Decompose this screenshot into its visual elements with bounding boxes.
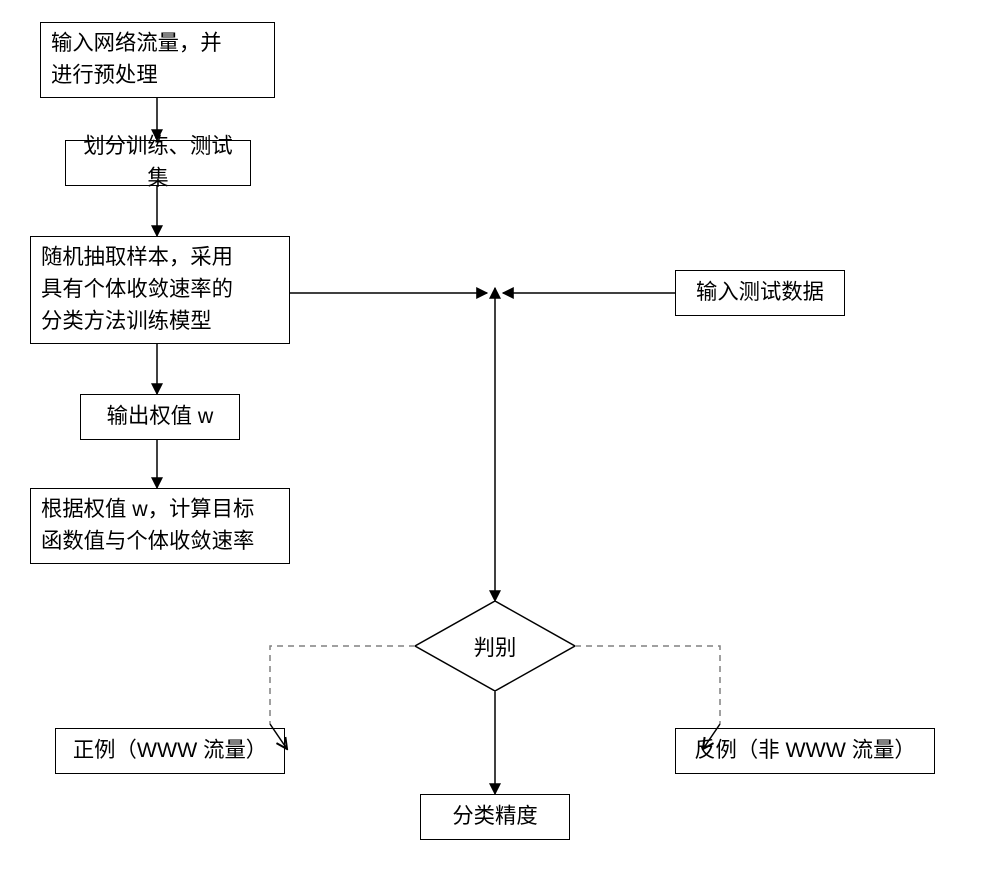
- node-input-traffic: 输入网络流量，并进行预处理: [40, 22, 275, 98]
- node-label: 随机抽取样本，采用具有个体收敛速率的分类方法训练模型: [41, 242, 233, 338]
- node-accuracy: 分类精度: [420, 794, 570, 840]
- node-label: 判别: [474, 631, 517, 662]
- node-decision: 判别: [415, 601, 575, 691]
- edge-n7-n9-dashed: [575, 646, 720, 724]
- node-train-model: 随机抽取样本，采用具有个体收敛速率的分类方法训练模型: [30, 236, 290, 344]
- node-label: 分类精度: [452, 801, 537, 833]
- node-negative-nonwww: 反例（非 WWW 流量）: [675, 728, 935, 774]
- node-split-sets: 划分训练、测试集: [65, 140, 251, 186]
- node-label: 划分训练、测试集: [76, 131, 240, 195]
- node-label: 反例（非 WWW 流量）: [694, 735, 916, 767]
- node-label: 根据权值 w，计算目标函数值与个体收敛速率: [41, 494, 254, 558]
- node-label: 输入网络流量，并进行预处理: [51, 28, 222, 92]
- node-positive-www: 正例（WWW 流量）: [55, 728, 285, 774]
- node-input-test-data: 输入测试数据: [675, 270, 845, 316]
- node-output-weights: 输出权值 w: [80, 394, 240, 440]
- node-label: 正例（WWW 流量）: [73, 735, 267, 767]
- node-compute-objective: 根据权值 w，计算目标函数值与个体收敛速率: [30, 488, 290, 564]
- edge-n7-n8-dashed: [270, 646, 415, 724]
- node-label: 输入测试数据: [696, 277, 824, 309]
- node-label: 输出权值 w: [107, 401, 214, 433]
